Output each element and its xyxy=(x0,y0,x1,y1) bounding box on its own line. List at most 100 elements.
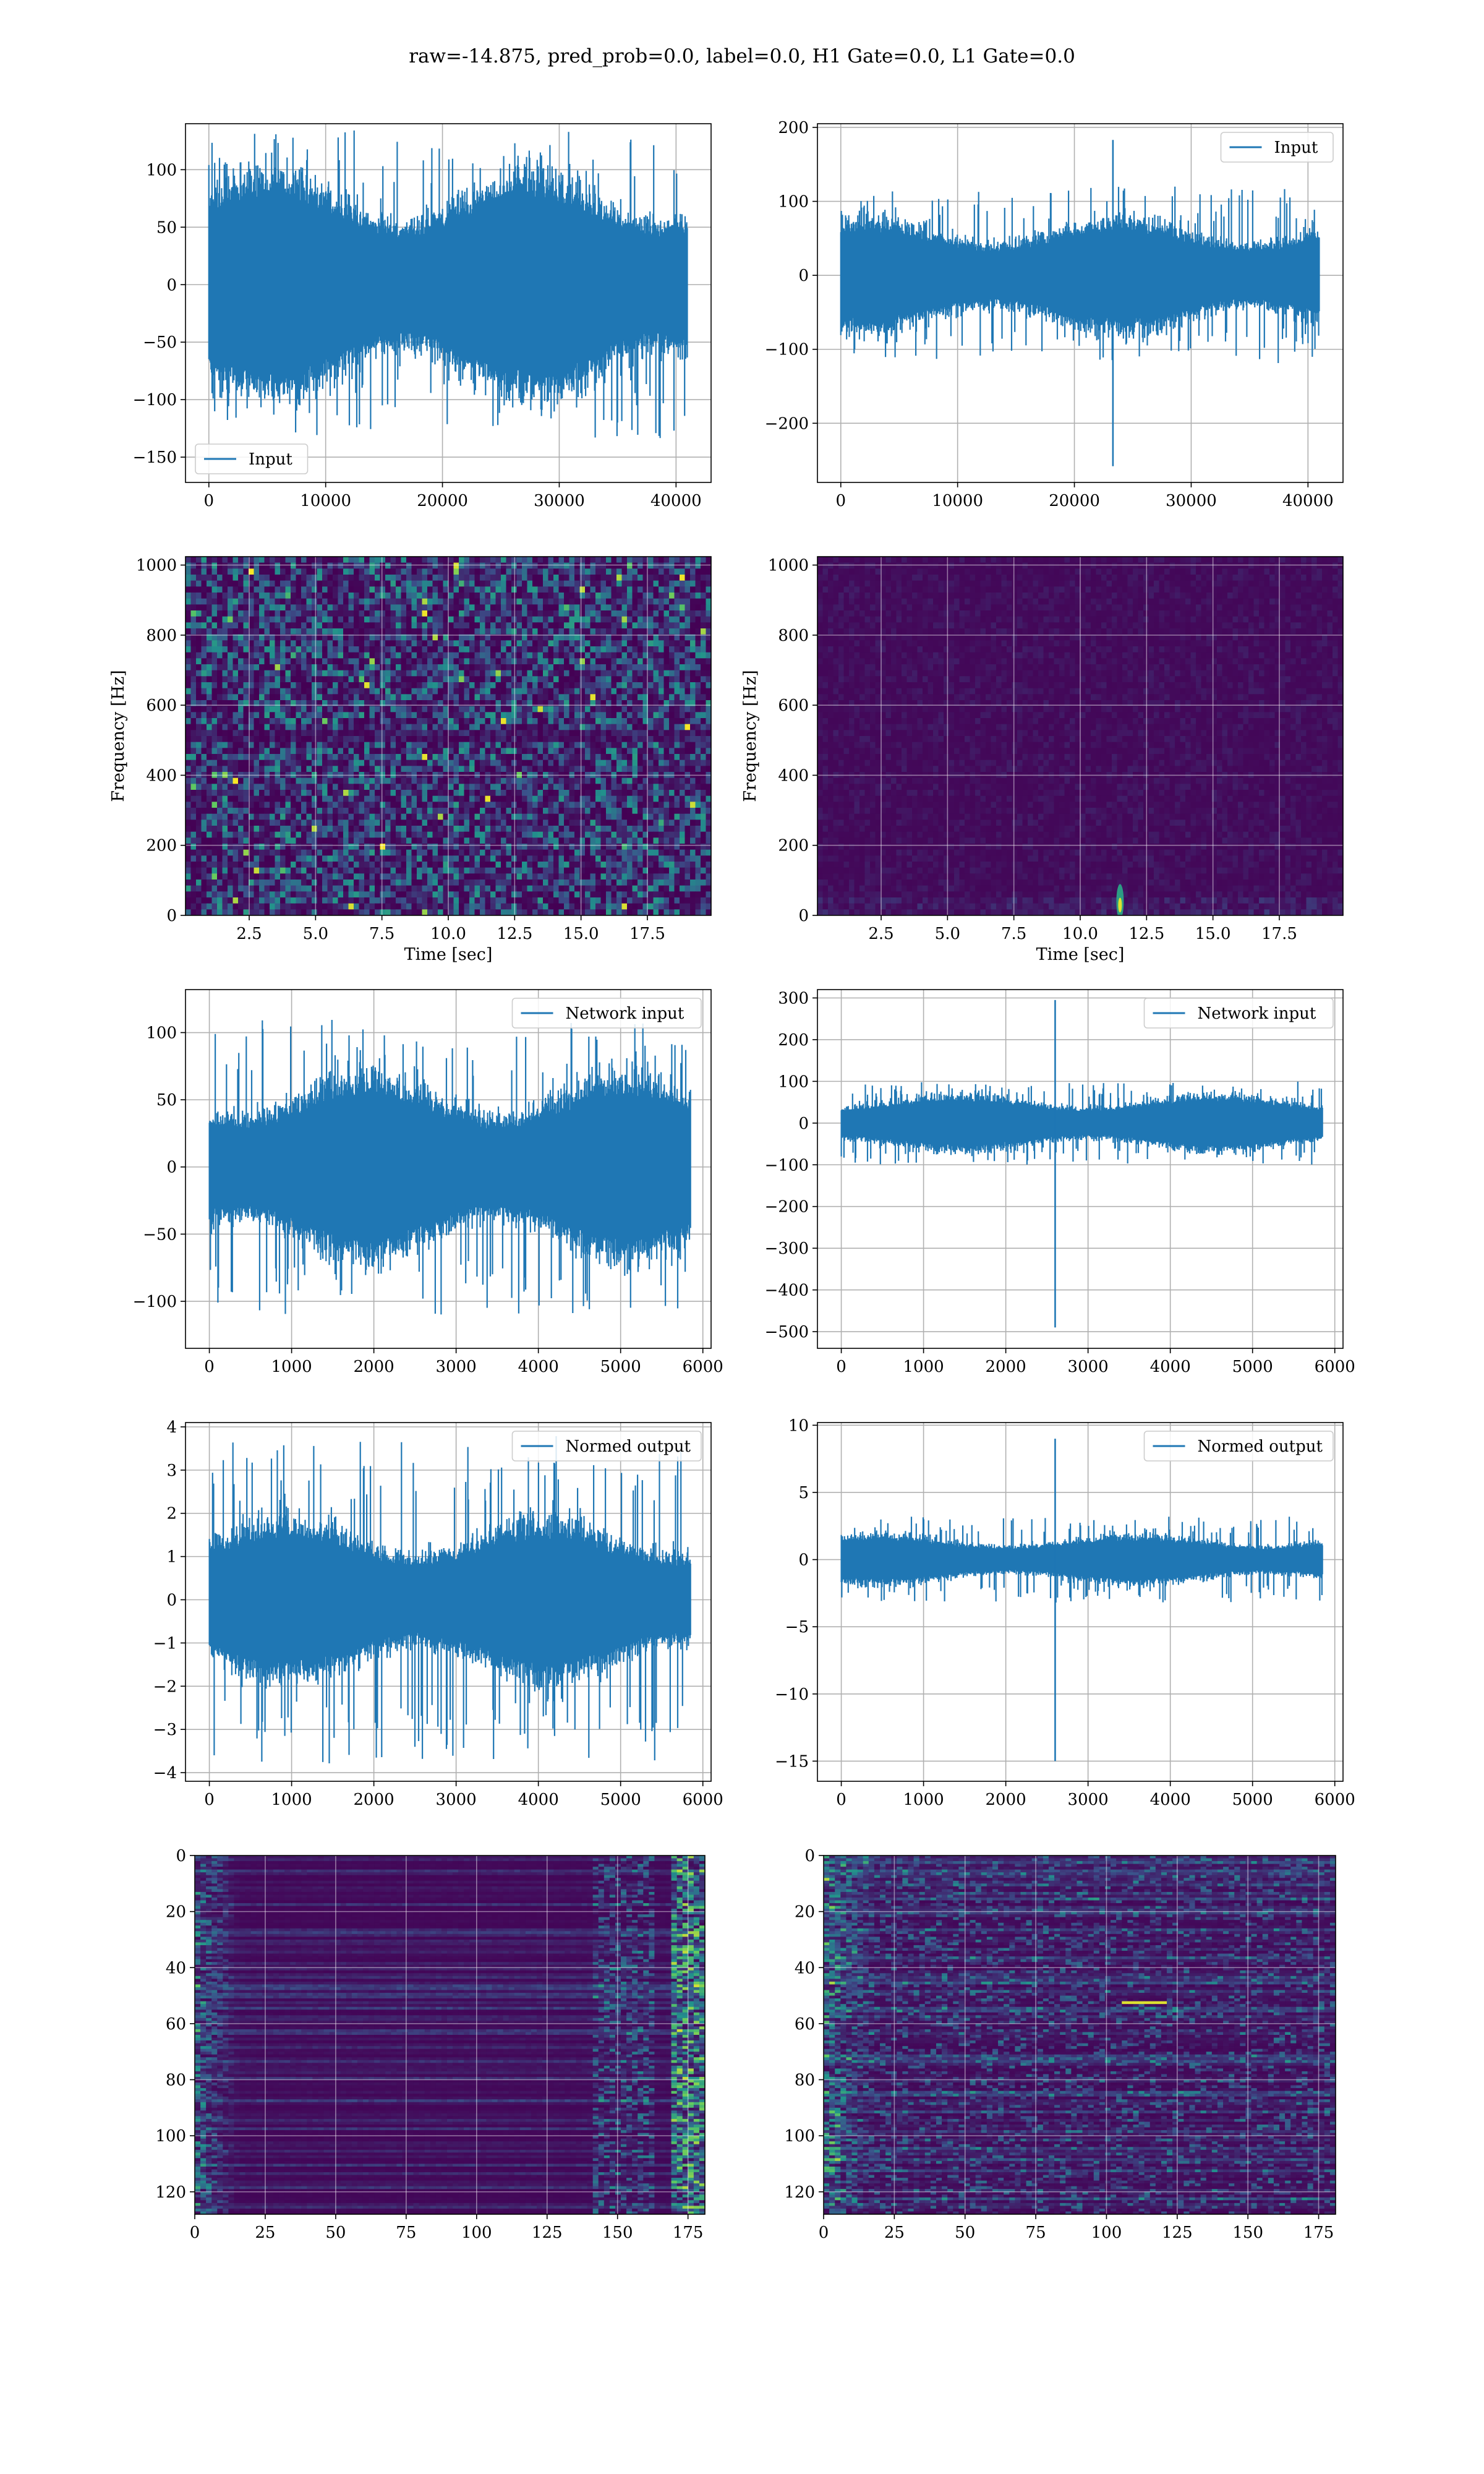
y-tick-label: −50 xyxy=(143,1225,177,1244)
x-tick-label: 6000 xyxy=(683,1791,723,1809)
x-tick-label: 20000 xyxy=(1049,492,1100,510)
glitch-core xyxy=(1118,897,1122,913)
x-tick-label: 1000 xyxy=(903,1358,944,1376)
h1-spectrogram-panel: 2.5 5.0 7.5 10.0 12.5 15.0 17.5 0 200 400 600 800 10… xyxy=(109,556,712,964)
h1-input-axes-frame xyxy=(185,123,712,483)
y-tick-label: 100 xyxy=(146,1024,177,1043)
legend-label: Network input xyxy=(1198,1004,1316,1023)
y-tick-label: −200 xyxy=(765,1198,809,1217)
l1-features-axes-frame xyxy=(823,1855,1336,2215)
y-tick-label: 200 xyxy=(778,119,809,137)
y-tick-label: −4 xyxy=(153,1764,177,1783)
x-tick-label: 5.0 xyxy=(935,925,960,943)
y-tick-label: 0 xyxy=(166,1158,177,1177)
h1-normed-output-plot-area xyxy=(186,1423,711,1781)
y-tick-label: 100 xyxy=(778,1072,809,1091)
h1-spectrogram-ylabel: Frequency [Hz] xyxy=(109,670,128,802)
h1-normed-output-panel: Normed output 0 1000 2000 3000 4000 5000 6000 4 3… xyxy=(153,1418,723,1809)
h1-input-panel: Input 0 10000 20000 30000 40000 100 50 0 −50 −100 −… xyxy=(133,123,712,510)
x-tick-label: 0 xyxy=(836,1791,846,1809)
y-tick-label: 0 xyxy=(798,267,809,285)
y-tick-label: −150 xyxy=(133,448,177,467)
h1-normed-output-axes-frame xyxy=(185,1422,712,1782)
legend-box xyxy=(1143,1431,1334,1462)
x-tick-label: 6000 xyxy=(683,1358,723,1376)
l1-normed-output-legend: Normed output xyxy=(1143,1431,1334,1462)
l1-input-axes-frame xyxy=(817,123,1344,483)
x-tick-label: 5000 xyxy=(600,1358,641,1376)
l1-input-panel: Input 0 10000 20000 30000 40000 200 100 0 −100 −20… xyxy=(765,119,1344,510)
x-tick-label: 7.5 xyxy=(369,925,394,943)
y-tick-label: 1 xyxy=(166,1548,177,1567)
x-tick-label: 2000 xyxy=(986,1358,1026,1376)
x-tick-label: 17.5 xyxy=(629,925,665,943)
y-tick-label: −100 xyxy=(765,341,809,359)
l1-normed-output-series-line xyxy=(840,1517,1323,1603)
y-tick-label: −100 xyxy=(765,1156,809,1175)
x-tick-label: 0 xyxy=(836,1358,846,1376)
y-tick-label: 0 xyxy=(798,1551,809,1570)
l1-spectrogram-panel: 2.5 5.0 7.5 10.0 12.5 15.0 17.5 0 200 400 600 800 10… xyxy=(741,556,1344,964)
h1-network-input-legend: Network input xyxy=(511,998,702,1029)
x-tick-label: 2.5 xyxy=(236,925,262,943)
x-tick-label: 10000 xyxy=(932,492,983,510)
y-tick-label: −100 xyxy=(133,1293,177,1311)
legend-box xyxy=(1220,132,1334,163)
h1-network-input-plot-area xyxy=(186,990,711,1348)
x-tick-label: 0 xyxy=(204,492,215,510)
y-tick-label: 50 xyxy=(156,1091,177,1110)
legend-box xyxy=(511,1431,702,1462)
y-tick-label: −300 xyxy=(765,1239,809,1258)
y-tick-label: 100 xyxy=(146,161,177,179)
y-tick-label: 3 xyxy=(166,1462,177,1480)
x-tick-label: 4000 xyxy=(1150,1791,1191,1809)
y-tick-label: 60 xyxy=(795,2015,815,2034)
x-tick-label: 125 xyxy=(1162,2224,1193,2242)
l1-network-input-series-line xyxy=(840,1081,1323,1165)
x-tick-label: 75 xyxy=(396,2224,416,2242)
l1-spectrogram-plot-area xyxy=(817,557,1343,915)
l1-spectrogram-xlabel: Time [sec] xyxy=(1036,945,1125,964)
h1-normed-output-series-line xyxy=(208,1436,691,1763)
x-tick-label: 1000 xyxy=(903,1791,944,1809)
y-tick-label: 0 xyxy=(804,1847,815,1865)
x-tick-label: 2000 xyxy=(354,1358,394,1376)
y-tick-label: −400 xyxy=(765,1282,809,1300)
y-tick-label: 80 xyxy=(795,2071,815,2090)
x-tick-label: 175 xyxy=(1303,2224,1334,2242)
x-tick-label: 2000 xyxy=(354,1791,394,1809)
y-tick-label: 800 xyxy=(146,627,177,645)
legend-label: Input xyxy=(249,450,292,469)
l1-normed-output-panel: Normed output 0 1000 2000 3000 4000 5000 6000 10… xyxy=(775,1416,1355,1809)
y-tick-label: 200 xyxy=(778,837,809,855)
x-tick-label: 17.5 xyxy=(1261,925,1297,943)
x-tick-label: 0 xyxy=(836,492,846,510)
x-tick-label: 3000 xyxy=(1068,1791,1109,1809)
x-tick-label: 25 xyxy=(884,2224,905,2242)
legend-label: Normed output xyxy=(566,1437,691,1456)
legend-box xyxy=(511,998,702,1029)
y-tick-label: −50 xyxy=(143,333,177,352)
x-tick-label: 50 xyxy=(955,2224,975,2242)
x-tick-label: 30000 xyxy=(534,492,585,510)
legend-box xyxy=(1143,998,1334,1029)
y-tick-label: 0 xyxy=(798,907,809,925)
x-tick-label: 4000 xyxy=(1150,1358,1191,1376)
y-tick-label: 50 xyxy=(156,218,177,237)
y-tick-label: −5 xyxy=(785,1618,809,1637)
x-tick-label: 175 xyxy=(673,2224,704,2242)
legend-label: Normed output xyxy=(1198,1437,1323,1456)
y-tick-label: −200 xyxy=(765,414,809,433)
h1-spectrogram-plot-area xyxy=(186,557,711,915)
x-tick-label: 0 xyxy=(204,1791,215,1809)
x-tick-label: 2.5 xyxy=(868,925,893,943)
x-tick-label: 15.0 xyxy=(1195,925,1231,943)
y-tick-label: 20 xyxy=(166,1903,186,1922)
y-tick-label: 200 xyxy=(778,1031,809,1050)
x-tick-label: 2000 xyxy=(986,1791,1026,1809)
y-tick-label: 100 xyxy=(778,193,809,212)
x-tick-label: 50 xyxy=(325,2224,346,2242)
y-tick-label: 400 xyxy=(778,766,809,785)
y-tick-label: 80 xyxy=(166,2071,186,2090)
